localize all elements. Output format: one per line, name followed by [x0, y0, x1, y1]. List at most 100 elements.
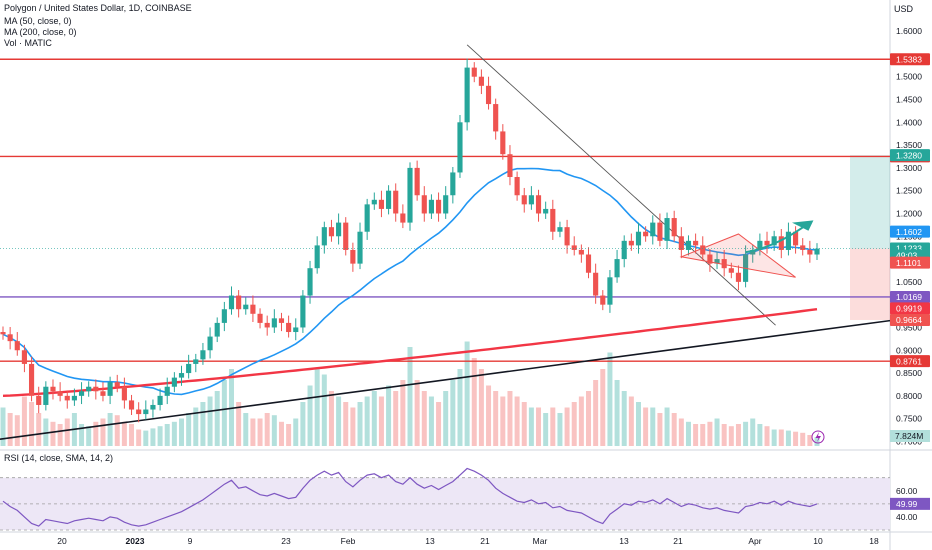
volume-bar [243, 413, 249, 446]
volume-bar [664, 407, 670, 446]
volume-bar [771, 429, 777, 446]
volume-bar [400, 380, 406, 446]
candle-body [186, 363, 192, 374]
candle-body [400, 213, 406, 223]
volume-bar [557, 413, 563, 446]
volume-bar [179, 418, 185, 446]
rsi-line-path [2, 467, 818, 527]
level-tag: 1.0169 [896, 292, 922, 302]
trendlines [0, 44, 891, 440]
candle-body [664, 218, 670, 241]
candle-body [21, 350, 27, 364]
time-tick-label: 21 [673, 536, 683, 546]
time-tick-label: Feb [341, 536, 356, 546]
volume-bar [407, 347, 413, 446]
volume-bar [114, 415, 120, 446]
annotations [0, 220, 890, 444]
candle-body [807, 249, 813, 255]
volume-bar [707, 421, 713, 446]
pennant-triangle [679, 233, 796, 278]
time-tick-label: 13 [619, 536, 629, 546]
volume-bar [464, 341, 470, 446]
volume-bar [364, 396, 370, 446]
volume-bar [578, 396, 584, 446]
candle-body [521, 195, 527, 205]
candle-body [364, 204, 370, 232]
candle-body [150, 404, 156, 410]
volume-bar [521, 402, 527, 446]
volume-bar [478, 369, 484, 446]
volume-bar [371, 391, 377, 446]
volume-bar [586, 391, 592, 446]
volume-bar [778, 429, 784, 446]
candle-body [386, 190, 392, 209]
candle-body [228, 295, 235, 310]
level-tag: 1.5383 [896, 54, 922, 64]
candle-body [307, 268, 313, 296]
volume-bar [607, 352, 613, 446]
candle-body [614, 259, 620, 278]
volume-bar [550, 407, 556, 446]
time-tick-label: 21 [480, 536, 490, 546]
price-tick-label: 1.3500 [896, 140, 922, 150]
price-tag-bg [890, 256, 930, 269]
candle-body [336, 222, 342, 237]
volume-bar [635, 402, 641, 446]
price-tick-label: 0.8000 [896, 391, 922, 401]
candle-body [200, 350, 206, 360]
volume-bar [507, 391, 513, 446]
candle-body [778, 236, 784, 250]
price-tag: 0.9664 [896, 315, 922, 325]
price-tick-label: 1.6000 [896, 26, 922, 36]
volume-bar [307, 385, 313, 446]
volume-bar [321, 374, 327, 446]
volume-bar [264, 413, 270, 446]
volume-legend: Vol · MATIC [4, 38, 52, 48]
volume-bar [714, 418, 720, 446]
candle-body [393, 190, 399, 214]
time-axis: 20 2023 9 23 Feb 13 21 Mar 13 21 Apr 10 18 [57, 536, 879, 546]
candle-body [100, 391, 106, 396]
volume-bar [214, 391, 220, 446]
price-tick-label: 0.9500 [896, 322, 922, 332]
candle-body [171, 377, 177, 387]
volume-bar [29, 402, 35, 446]
candle-body [350, 249, 356, 264]
candle-body [757, 240, 763, 250]
volume-bar [493, 391, 499, 446]
volume-bar [743, 421, 749, 446]
candle-body [535, 195, 542, 214]
price-tag: 1.3280 [896, 150, 922, 160]
candle-body [457, 122, 463, 173]
volume-bar [500, 396, 506, 446]
volume-bar [543, 413, 549, 446]
candle-body [107, 382, 113, 396]
volume-bar [764, 426, 770, 446]
price-tags: 1.53831.32521.01690.87611.32801.16021.12… [890, 53, 930, 510]
volume-bar [86, 426, 92, 446]
volume-bar [428, 396, 434, 446]
time-tick-label: 18 [869, 536, 879, 546]
candle-body [507, 154, 513, 178]
candle-body [671, 218, 677, 237]
candle-body [643, 231, 649, 237]
candle-body [71, 395, 77, 401]
volume-bar [350, 407, 356, 446]
volume-bar [79, 424, 85, 446]
candle-body [728, 268, 734, 273]
volume-bar [200, 402, 206, 446]
candle-body [714, 259, 720, 264]
candle-body [600, 295, 606, 305]
volume-bar [700, 424, 706, 446]
volume-bar [735, 424, 741, 446]
price-tag: 49:03 [896, 251, 918, 261]
candle-body [164, 386, 170, 396]
candle-body [721, 259, 727, 269]
candle-body [193, 359, 199, 364]
candle-body [478, 76, 484, 86]
candle-body [435, 199, 442, 214]
volume-bars [0, 341, 820, 446]
volume-bar [286, 424, 292, 446]
